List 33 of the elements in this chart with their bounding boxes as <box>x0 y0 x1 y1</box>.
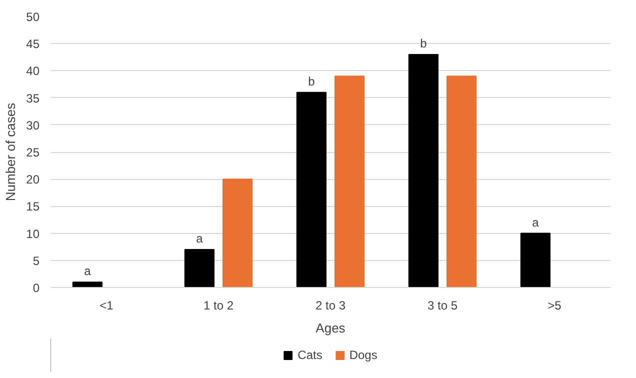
x-tick-label: 2 to 3 <box>315 298 346 312</box>
y-tick-label: 20 <box>26 172 40 187</box>
bar <box>222 178 253 288</box>
x-tick-label: 3 to 5 <box>427 298 458 312</box>
annotation: b <box>420 36 428 50</box>
annotation: a <box>84 264 92 278</box>
annotation: b <box>308 74 316 88</box>
legend-label: Dogs <box>349 348 378 362</box>
x-axis-title: Ages <box>316 320 346 336</box>
y-tick-label: 25 <box>26 146 40 160</box>
y-tick-label: 50 <box>26 10 40 24</box>
x-tick-label: <1 <box>100 298 114 312</box>
x-tick-label: 1 to 2 <box>203 298 234 312</box>
y-tick-label: 30 <box>26 118 40 132</box>
bar <box>446 76 477 288</box>
bar <box>296 92 327 288</box>
bar <box>72 282 103 288</box>
y-tick-label: 45 <box>26 37 40 52</box>
y-tick-label: 5 <box>32 254 40 268</box>
bar <box>520 232 551 288</box>
y-axis-title: Number of cases <box>3 102 18 202</box>
annotation: a <box>532 215 540 230</box>
y-tick-label: 10 <box>26 226 40 241</box>
bar <box>334 76 365 288</box>
bar <box>408 54 439 288</box>
y-tick-label: 15 <box>26 200 40 214</box>
legend-label: Cats <box>298 348 322 362</box>
y-tick-label: 35 <box>26 91 40 106</box>
annotation: a <box>196 232 204 246</box>
bar <box>184 249 215 288</box>
y-tick-label: 0 <box>32 281 40 295</box>
y-tick-label: 40 <box>26 64 40 78</box>
x-tick-label: >5 <box>548 298 562 312</box>
